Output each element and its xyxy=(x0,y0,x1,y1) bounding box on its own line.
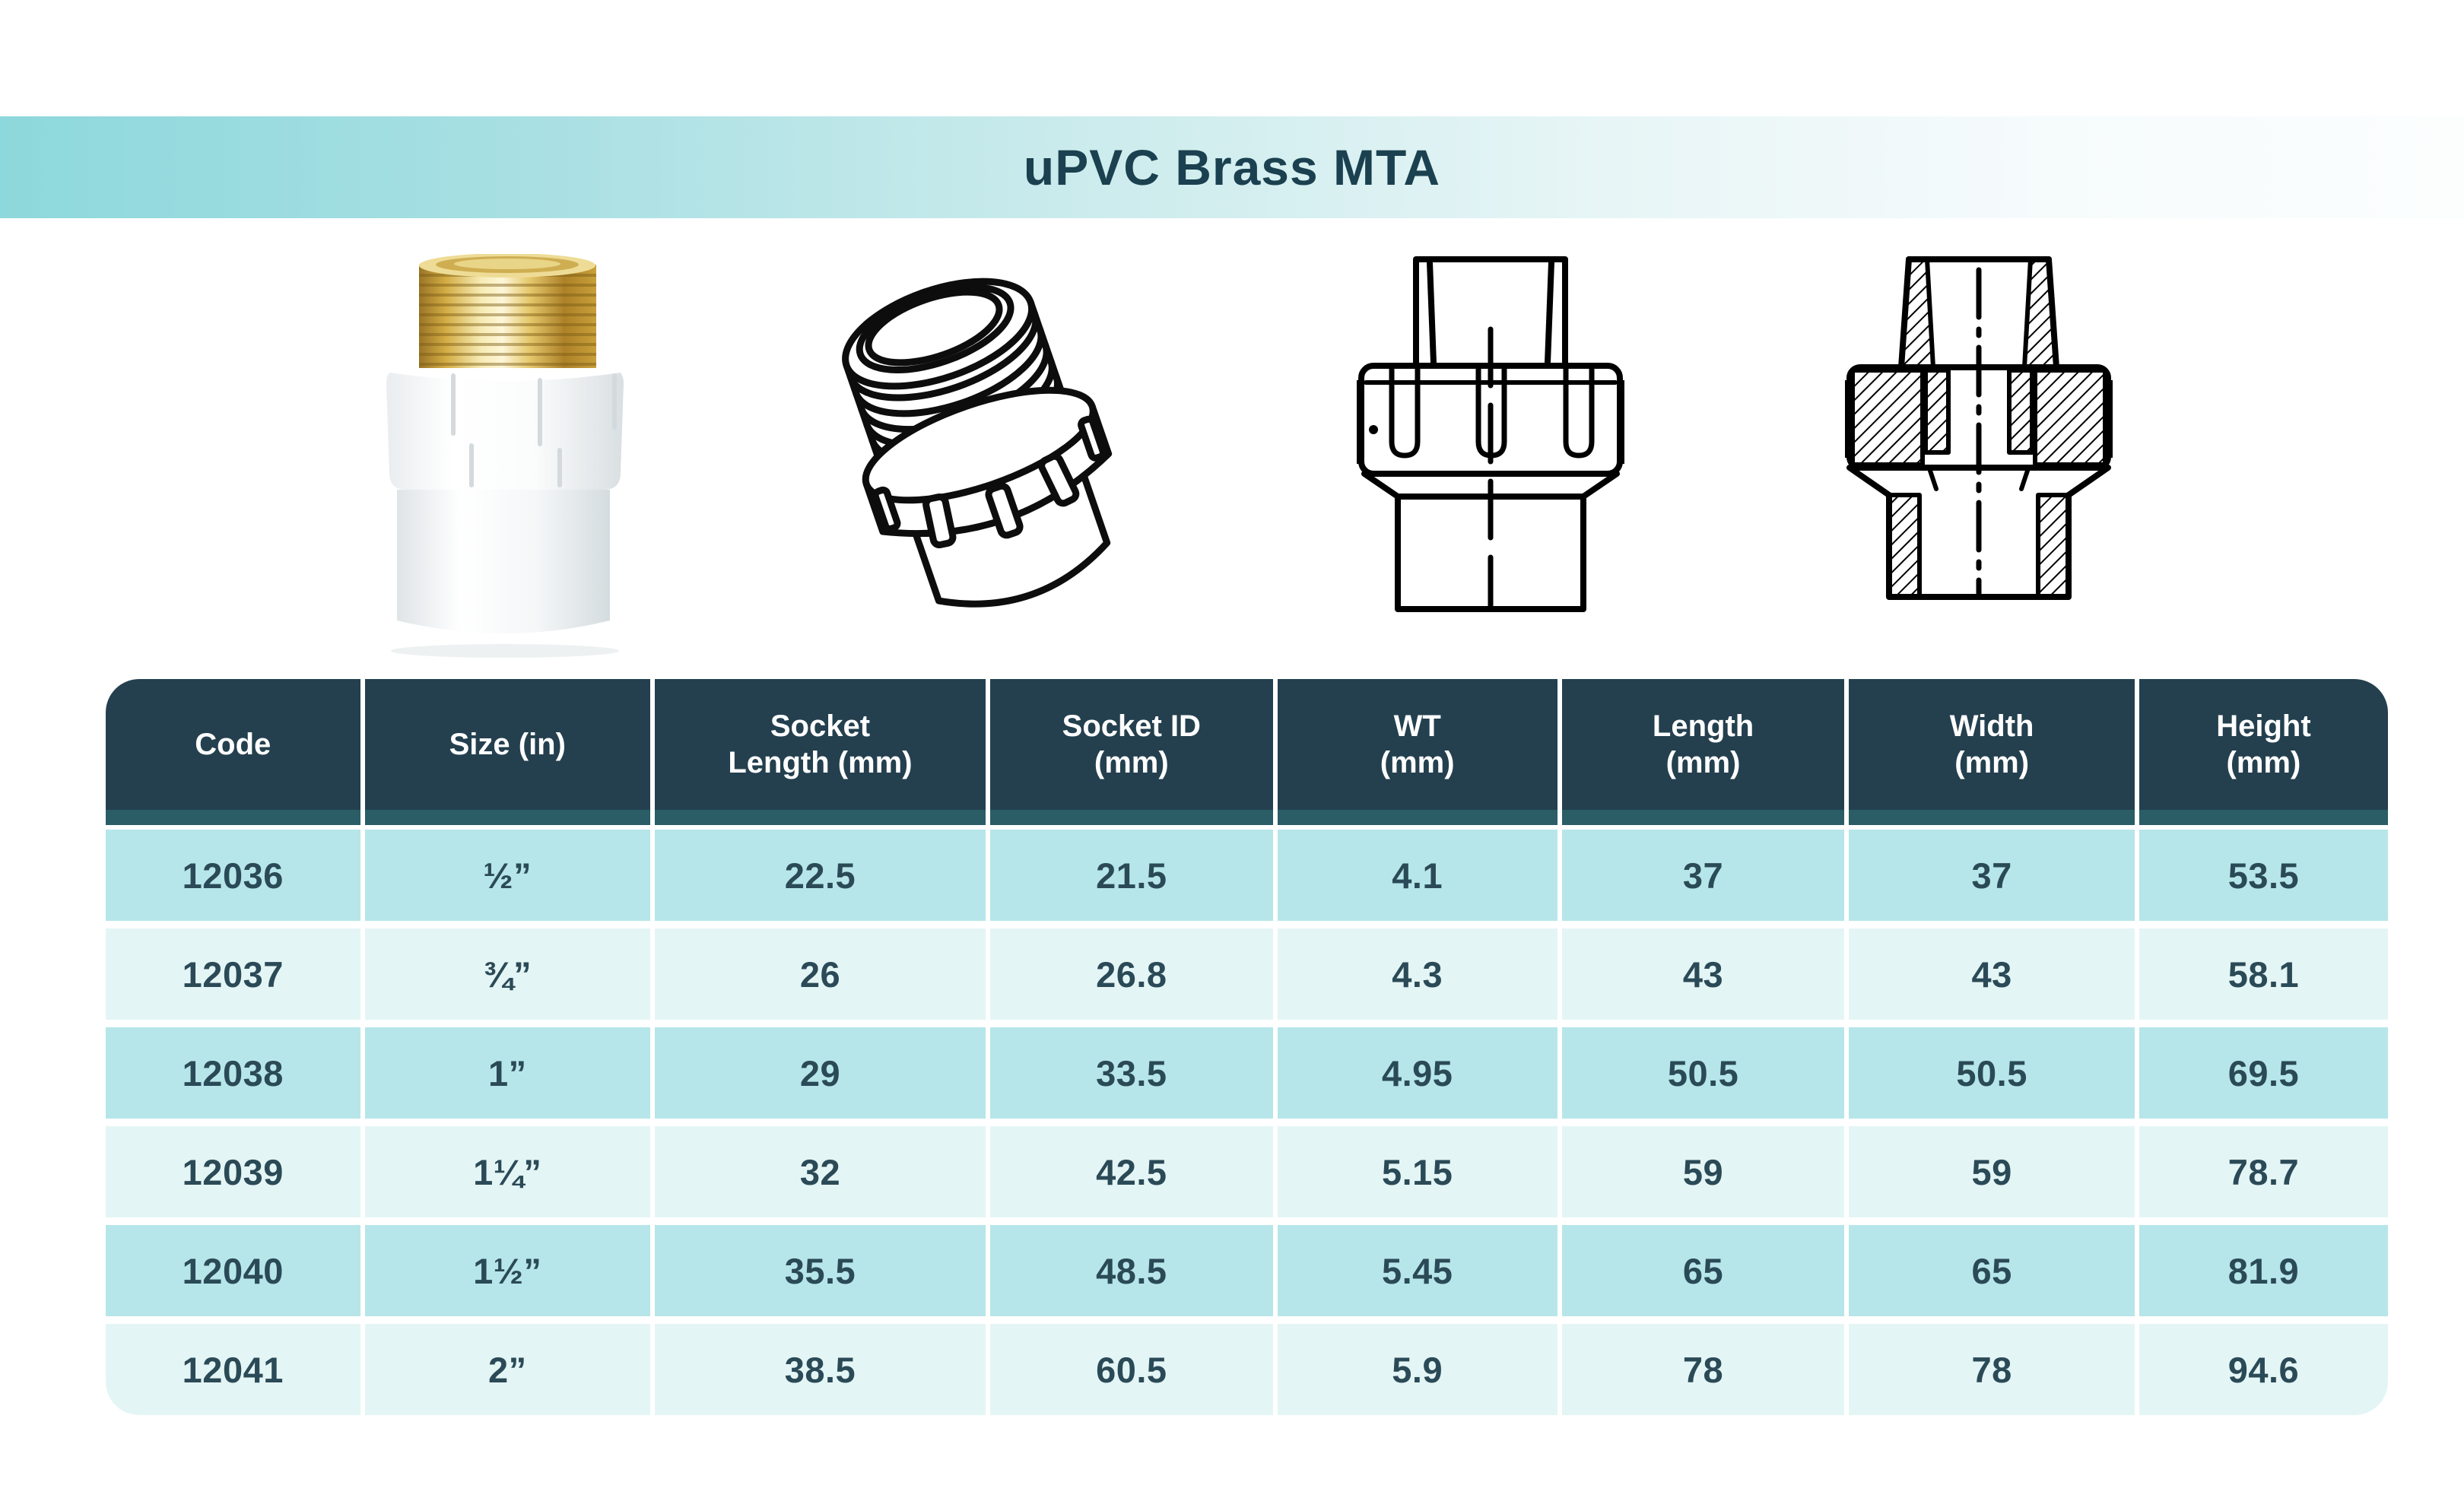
cell-code: 12038 xyxy=(106,1027,360,1119)
product-photo xyxy=(386,254,624,658)
table-cell: ½” xyxy=(364,830,650,921)
column-header-text: Size (in) xyxy=(449,728,566,761)
cell-code: 12039 xyxy=(106,1126,360,1217)
table-cell: 59 xyxy=(1849,1126,2135,1217)
column-header-socket-id-mm: Socket ID (mm) xyxy=(989,679,1273,825)
column-header-text: Length xyxy=(1652,709,1754,743)
table-row: 12039 1¼” 32 42.5 5.15 59 59 78.7 xyxy=(106,1126,2388,1217)
body-section xyxy=(1886,492,2072,600)
table-cell: 42.5 xyxy=(989,1126,1273,1217)
cell-code: 12036 xyxy=(106,830,360,921)
column-header-socket-length-mm: Socket Length (mm) xyxy=(655,679,986,825)
cell-code: 12037 xyxy=(106,928,360,1020)
table-cell: 65 xyxy=(1849,1225,2135,1316)
column-header-text: (mm) xyxy=(2226,746,2301,779)
column-header-text: (mm) xyxy=(1094,746,1169,779)
column-header-wt-mm: WT (mm) xyxy=(1277,679,1557,825)
table-cell: 4.1 xyxy=(1277,830,1557,921)
column-header-size-in: Size (in) xyxy=(364,679,650,825)
table-cell: 60.5 xyxy=(989,1324,1273,1415)
table-cell: 94.6 xyxy=(2139,1324,2388,1415)
column-header-text: Width xyxy=(1949,709,2034,743)
table-body: 12036 ½” 22.5 21.5 4.1 37 37 53.5 12037 ¾” 26 26.8 4… xyxy=(106,830,2388,1415)
table-cell: 22.5 xyxy=(655,830,986,921)
title-banner: uPVC Brass MTA xyxy=(0,116,2464,218)
table-cell: 78.7 xyxy=(2139,1126,2388,1217)
spec-table: Code Size (in) Socket Length (mm) Socket ID(… xyxy=(106,679,2388,1415)
table-cell: ¾” xyxy=(364,928,650,1020)
page-title: uPVC Brass MTA xyxy=(1023,139,1441,195)
column-header-width-mm: Width (mm) xyxy=(1849,679,2135,825)
table-cell: 4.3 xyxy=(1277,928,1557,1020)
table-row: 12038 1” 29 33.5 4.95 50.5 50.5 69.5 xyxy=(106,1027,2388,1119)
column-header-text: Length (mm) xyxy=(728,746,913,779)
table-cell: 69.5 xyxy=(2139,1027,2388,1119)
table-row: 12040 1½” 35.5 48.5 5.45 65 65 81.9 xyxy=(106,1225,2388,1316)
table-cell: 65 xyxy=(1561,1225,1845,1316)
table-row: 12041 2” 38.5 60.5 5.9 78 78 94.6 xyxy=(106,1324,2388,1415)
table-cell: 35.5 xyxy=(655,1225,986,1316)
table-cell: 5.15 xyxy=(1277,1126,1557,1217)
table-cell: 78 xyxy=(1561,1324,1845,1415)
column-header-text: Code xyxy=(195,728,271,761)
table-cell: 37 xyxy=(1849,830,2135,921)
column-header-text: Socket xyxy=(770,709,871,743)
table-cell: 26.8 xyxy=(989,928,1273,1020)
table-cell: 81.9 xyxy=(2139,1225,2388,1316)
column-header-text: (mm) xyxy=(1954,746,2030,779)
cell-code: 12041 xyxy=(106,1324,360,1415)
column-header-length-mm: Length (mm) xyxy=(1561,679,1845,825)
table-cell: 5.9 xyxy=(1277,1324,1557,1415)
isometric-line-drawing xyxy=(842,278,1113,608)
collar-outline xyxy=(862,386,1113,549)
table-row: 12037 ¾” 26 26.8 4.3 43 43 58.1 xyxy=(106,928,2388,1020)
table-cell: 43 xyxy=(1849,928,2135,1020)
table-cell: 5.45 xyxy=(1277,1225,1557,1316)
table-cell: 26 xyxy=(655,928,986,1020)
table-cell: 37 xyxy=(1561,830,1845,921)
table-cell: 50.5 xyxy=(1561,1027,1845,1119)
column-header-text: Height xyxy=(2216,709,2311,743)
column-header-code: Code xyxy=(106,679,360,825)
table-cell: 1½” xyxy=(364,1225,650,1316)
column-header-text: Socket ID xyxy=(1062,709,1201,743)
pvc-body xyxy=(397,490,610,633)
shadow xyxy=(391,644,619,658)
table-cell: 32 xyxy=(655,1126,986,1217)
table-cell: 1¼” xyxy=(364,1126,650,1217)
table-cell: 21.5 xyxy=(989,830,1273,921)
column-header-height-mm: Height (mm) xyxy=(2139,679,2388,825)
table-cell: 1” xyxy=(364,1027,650,1119)
table-cell: 29 xyxy=(655,1027,986,1119)
brass-thread xyxy=(419,254,596,371)
table-cell: 58.1 xyxy=(2139,928,2388,1020)
table-cell: 59 xyxy=(1561,1126,1845,1217)
table-cell: 53.5 xyxy=(2139,830,2388,921)
table-cell: 4.95 xyxy=(1277,1027,1557,1119)
table-header-row: Code Size (in) Socket Length (mm) Socket ID(… xyxy=(106,679,2388,825)
table-cell: 2” xyxy=(364,1324,650,1415)
cross-section-drawing xyxy=(1845,256,2113,600)
pvc-collar xyxy=(386,368,624,490)
table-cell: 48.5 xyxy=(989,1225,1273,1316)
table-cell: 33.5 xyxy=(989,1027,1273,1119)
front-view-drawing xyxy=(1357,256,1624,612)
column-header-text: (mm) xyxy=(1380,746,1455,779)
table-row: 12036 ½” 22.5 21.5 4.1 37 37 53.5 xyxy=(106,830,2388,921)
column-header-text: (mm) xyxy=(1665,746,1741,779)
column-header-text: WT xyxy=(1393,709,1441,743)
table-cell: 78 xyxy=(1849,1324,2135,1415)
table-cell: 38.5 xyxy=(655,1324,986,1415)
cell-code: 12040 xyxy=(106,1225,360,1316)
table-cell: 50.5 xyxy=(1849,1027,2135,1119)
table-cell: 43 xyxy=(1561,928,1845,1020)
